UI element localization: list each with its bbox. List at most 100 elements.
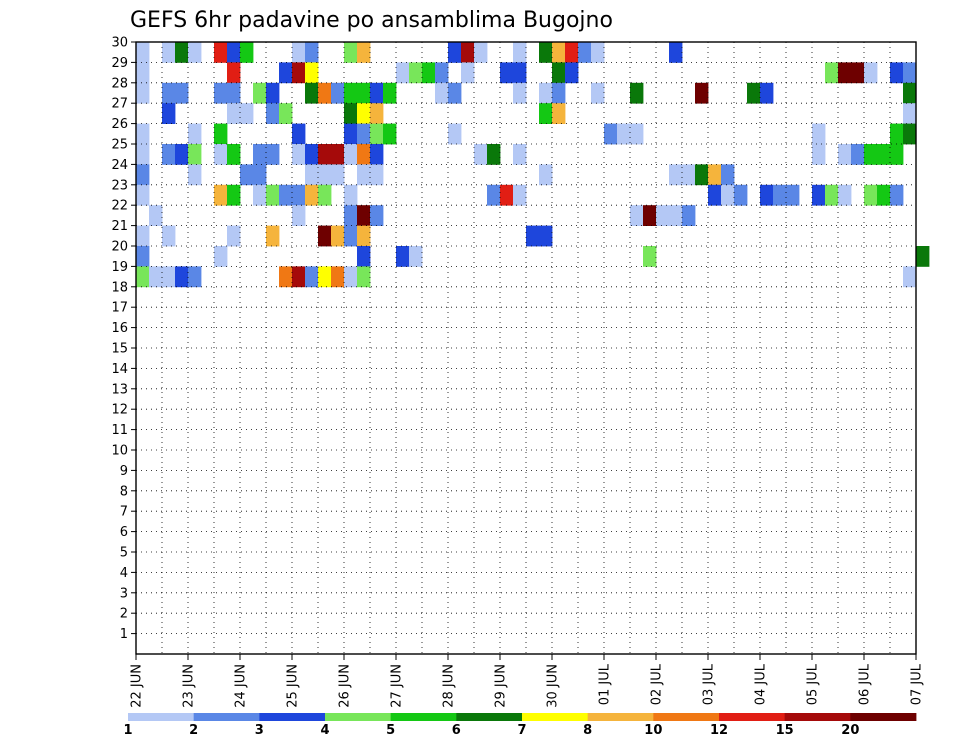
heatmap-cell [357, 225, 371, 247]
colorbar-swatch [325, 713, 392, 721]
heatmap-cell [214, 42, 228, 63]
heatmap-cell [227, 225, 241, 247]
heatmap-cell [448, 42, 462, 63]
heatmap-cell [903, 266, 917, 288]
colorbar-label: 2 [189, 723, 198, 738]
heatmap-cell [149, 266, 163, 288]
heatmap-cell [292, 205, 306, 226]
heatmap-cell [357, 103, 371, 124]
heatmap-cell [136, 82, 150, 104]
heatmap-cell [136, 144, 150, 165]
heatmap-cell [344, 205, 358, 226]
heatmap-cell [409, 246, 423, 267]
heatmap-cell [136, 42, 150, 63]
x-tick-label: 25 JUN [286, 664, 301, 708]
heatmap-cell [292, 62, 306, 84]
heatmap-cell [708, 184, 722, 206]
colorbar-swatch [587, 713, 654, 721]
heatmap-cell [539, 42, 553, 63]
heatmap-cell [448, 123, 462, 145]
y-tick-label: 27 [111, 97, 128, 112]
y-tick-label: 24 [111, 158, 128, 173]
colorbar-swatch [850, 713, 917, 721]
chart-title: GEFS 6hr padavine po ansamblima Bugojno [130, 8, 613, 33]
heatmap-cell [669, 205, 683, 226]
heatmap-cell [552, 42, 566, 63]
heatmap-cell [162, 144, 176, 165]
heatmap-cell [292, 184, 306, 206]
heatmap-cell [747, 82, 761, 104]
colorbar-swatch [390, 713, 457, 721]
heatmap-cell [513, 42, 527, 63]
heatmap-cell [630, 205, 644, 226]
heatmap-cell [344, 144, 358, 165]
heatmap-cell [318, 266, 332, 288]
heatmap-cell [682, 205, 696, 226]
heatmap-cell [227, 62, 241, 84]
y-tick-label: 29 [111, 56, 128, 71]
colorbar-swatch [784, 713, 851, 721]
heatmap-cell [357, 205, 371, 226]
heatmap-cell [864, 184, 878, 206]
heatmap-cell [617, 123, 631, 145]
colorbar-swatch [719, 713, 786, 721]
heatmap-cell [825, 62, 839, 84]
heatmap-cell [266, 82, 280, 104]
colorbar-label: 20 [841, 723, 859, 738]
heatmap-cell [188, 266, 202, 288]
grid-lines [136, 42, 916, 654]
heatmap-cell [266, 103, 280, 124]
heatmap-cell [357, 82, 371, 104]
x-tick-label: 02 JUL [650, 663, 665, 705]
heatmap-cell [240, 103, 254, 124]
heatmap-cell [162, 42, 176, 63]
heatmap-cell [331, 164, 345, 186]
heatmap-cell [552, 82, 566, 104]
heatmap-cell [357, 266, 371, 288]
heatmap-cell [266, 184, 280, 206]
heatmap-cell [669, 164, 683, 186]
heatmap-cell [851, 62, 865, 84]
heatmap-cell [136, 164, 150, 186]
heatmap-cell [903, 62, 917, 84]
heatmap-cell [565, 42, 579, 63]
heatmap-cell [461, 62, 475, 84]
heatmap-cell [461, 42, 475, 63]
heatmap-cell [565, 62, 579, 84]
x-tick-label: 01 JUL [598, 663, 613, 705]
heatmap-cell [136, 225, 150, 247]
heatmap-cell [500, 184, 514, 206]
heatmap-cell [188, 144, 202, 165]
heatmap-cell [240, 164, 254, 186]
heatmap-cell [253, 144, 267, 165]
heatmap-cell [292, 42, 306, 63]
heatmap-cell [448, 82, 462, 104]
heatmap-cell [708, 164, 722, 186]
colorbar-label: 3 [255, 723, 264, 738]
heatmap-cell [188, 42, 202, 63]
y-tick-label: 30 [111, 36, 128, 51]
heatmap-cell [279, 103, 293, 124]
heatmap-cell [318, 164, 332, 186]
heatmap-cell [136, 246, 150, 267]
heatmap-cell [591, 42, 605, 63]
y-tick-label: 6 [120, 525, 128, 540]
heatmap-cell [695, 164, 709, 186]
heatmap-cell [500, 62, 514, 84]
x-tick-label: 23 JUN [182, 664, 197, 708]
heatmap-cell [630, 82, 644, 104]
y-tick-label: 11 [111, 423, 128, 438]
y-tick-label: 12 [111, 403, 128, 418]
heatmap-cell [396, 246, 410, 267]
y-tick-label: 25 [111, 138, 128, 153]
heatmap-cell [396, 62, 410, 84]
heatmap-cell [916, 246, 930, 267]
x-tick-label: 28 JUN [442, 664, 457, 708]
colorbar-swatch [128, 713, 195, 721]
heatmap-cell [136, 62, 150, 84]
heatmap-cell [812, 123, 826, 145]
heatmap-cell [214, 184, 228, 206]
x-tick-label: 04 JUL [754, 663, 769, 705]
heatmap-cell [344, 225, 358, 247]
colorbar-label: 6 [452, 723, 461, 738]
